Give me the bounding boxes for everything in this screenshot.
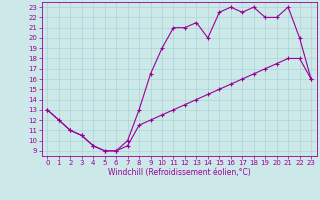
X-axis label: Windchill (Refroidissement éolien,°C): Windchill (Refroidissement éolien,°C) [108,168,251,177]
